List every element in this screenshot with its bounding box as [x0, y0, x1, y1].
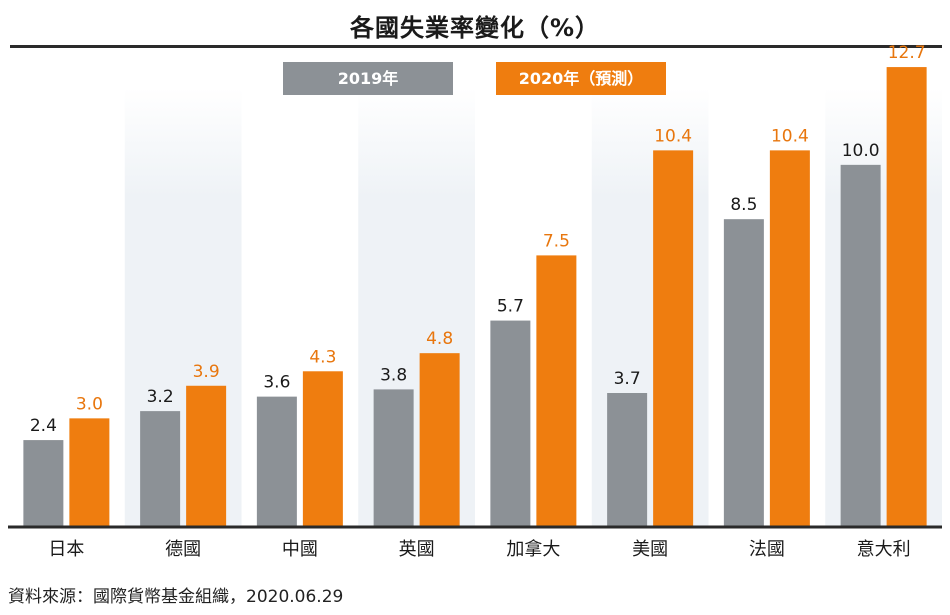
value-label-2020-5: 7.5: [543, 231, 570, 251]
legend: 2019年 2020年（預測）: [283, 62, 666, 95]
value-label-2019-4: 3.8: [380, 365, 407, 385]
bar-2020-6: [653, 150, 694, 527]
category-label-7: 法國: [749, 539, 785, 560]
value-label-2020-6: 10.4: [654, 126, 692, 146]
bar-2020-7: [769, 150, 810, 527]
value-label-2019-8: 10.0: [842, 141, 880, 161]
category-labels: 日本 德國 中國 英國 加拿大 美國 法國 意大利: [48, 538, 910, 560]
category-label-5: 加拿大: [506, 538, 560, 560]
bar-2020-3: [302, 371, 343, 527]
bar-2019-6: [607, 393, 648, 527]
bar-2020-1: [69, 418, 110, 527]
bar-2019-5: [490, 320, 531, 527]
bars: [23, 67, 927, 527]
bar-2019-2: [140, 411, 181, 527]
background-bands: [124, 88, 942, 527]
bar-2020-4: [419, 353, 460, 527]
legend-swatch-1: [283, 62, 453, 95]
bar-chart: 2019年 2020年（預測） 2.4 3.0 3.2 3.9 3.6 4.3 3.8 4.8 5…: [8, 43, 942, 560]
value-label-2020-2: 3.9: [193, 362, 220, 382]
category-label-4: 英國: [399, 539, 435, 560]
value-label-2020-3: 4.3: [309, 347, 336, 367]
value-label-2019-6: 3.7: [614, 369, 641, 389]
value-label-2019-2: 3.2: [147, 387, 174, 407]
legend-label-1: 2019年: [338, 69, 399, 88]
category-label-8: 意大利: [857, 539, 911, 560]
value-label-2020-7: 10.4: [771, 126, 809, 146]
source-note: 資料來源：國際貨幣基金組織，2020.06.29: [8, 587, 344, 607]
legend-swatch-2: [496, 62, 666, 95]
value-label-2020-8: 12.7: [888, 43, 926, 63]
bar-2020-2: [186, 385, 227, 527]
value-labels: 2.4 3.0 3.2 3.9 3.6 4.3 3.8 4.8 5.7 7.5 3.7 10.4 8.5…: [30, 43, 926, 436]
category-label-1: 日本: [48, 539, 84, 560]
bar-2019-8: [840, 164, 881, 527]
chart-title: 各國失業率變化（%）: [349, 14, 601, 42]
value-label-2019-3: 3.6: [263, 373, 290, 393]
bar-2019-7: [723, 219, 764, 527]
value-label-2020-4: 4.8: [426, 329, 453, 349]
title-rule: [10, 45, 942, 48]
value-label-2019-5: 5.7: [497, 297, 524, 317]
category-label-2: 德國: [165, 539, 201, 560]
category-label-3: 中國: [282, 539, 318, 560]
value-label-2019-1: 2.4: [30, 416, 57, 436]
value-label-2019-7: 8.5: [730, 195, 757, 215]
category-label-6: 美國: [632, 539, 668, 560]
bar-2019-1: [23, 440, 64, 527]
bar-2019-3: [256, 396, 297, 527]
bar-2020-8: [886, 67, 927, 527]
legend-label-2: 2020年（預測）: [519, 69, 644, 88]
value-label-2020-1: 3.0: [76, 394, 103, 414]
bar-2019-4: [373, 389, 414, 527]
bar-2020-5: [536, 255, 577, 527]
